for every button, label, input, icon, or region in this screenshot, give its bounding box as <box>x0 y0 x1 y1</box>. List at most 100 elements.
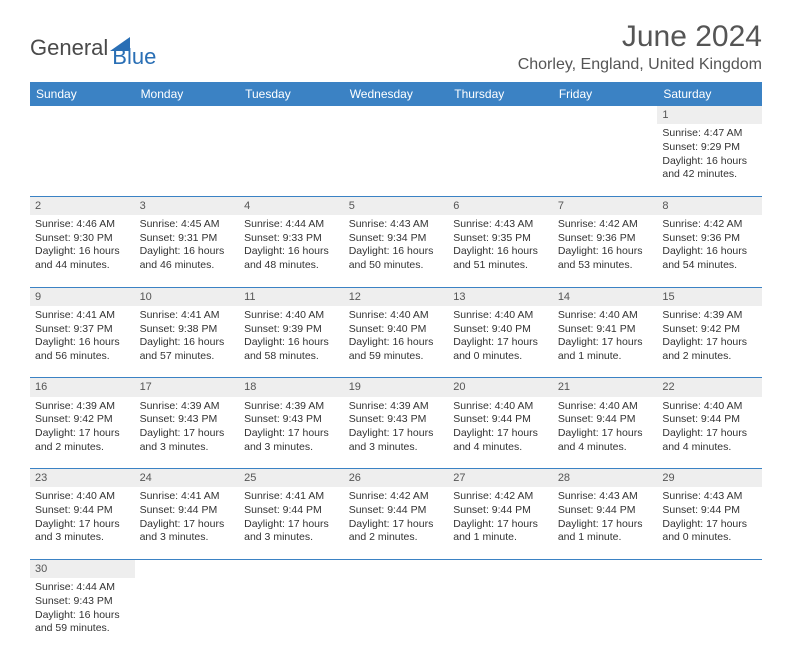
day-number-cell: 11 <box>239 287 344 306</box>
day-number-row: 30 <box>30 559 762 578</box>
daylight-text: Daylight: 17 hours <box>453 427 548 441</box>
day-number-row: 9101112131415 <box>30 287 762 306</box>
daylight-text: Daylight: 16 hours <box>349 336 444 350</box>
day-cell <box>553 124 658 196</box>
daylight-text: and 3 minutes. <box>349 441 444 455</box>
sunset-text: Sunset: 9:44 PM <box>453 413 548 427</box>
daylight-text: Daylight: 16 hours <box>140 245 235 259</box>
day-cell: Sunrise: 4:39 AMSunset: 9:42 PMDaylight:… <box>657 306 762 378</box>
sunrise-text: Sunrise: 4:41 AM <box>140 309 235 323</box>
day-cell: Sunrise: 4:42 AMSunset: 9:36 PMDaylight:… <box>553 215 658 287</box>
daylight-text: Daylight: 17 hours <box>662 518 757 532</box>
day-number-row: 23242526272829 <box>30 469 762 488</box>
sunrise-text: Sunrise: 4:43 AM <box>349 218 444 232</box>
day-cell: Sunrise: 4:39 AMSunset: 9:42 PMDaylight:… <box>30 397 135 469</box>
sunset-text: Sunset: 9:44 PM <box>244 504 339 518</box>
day-number-cell: 16 <box>30 378 135 397</box>
day-cell: Sunrise: 4:40 AMSunset: 9:40 PMDaylight:… <box>344 306 449 378</box>
sunrise-text: Sunrise: 4:39 AM <box>244 400 339 414</box>
day-cell <box>553 578 658 650</box>
sunrise-text: Sunrise: 4:42 AM <box>558 218 653 232</box>
sunset-text: Sunset: 9:38 PM <box>140 323 235 337</box>
day-number-row: 1 <box>30 106 762 124</box>
daylight-text: Daylight: 16 hours <box>244 336 339 350</box>
day-number-cell: 30 <box>30 559 135 578</box>
daylight-text: and 3 minutes. <box>244 531 339 545</box>
sunset-text: Sunset: 9:43 PM <box>35 595 130 609</box>
weekday-header: Saturday <box>657 82 762 106</box>
header: General Blue June 2024 Chorley, England,… <box>30 20 762 74</box>
sunrise-text: Sunrise: 4:41 AM <box>244 490 339 504</box>
day-number-row: 2345678 <box>30 196 762 215</box>
day-cell <box>30 124 135 196</box>
day-number-cell <box>344 106 449 124</box>
day-cell: Sunrise: 4:41 AMSunset: 9:37 PMDaylight:… <box>30 306 135 378</box>
day-number-cell: 15 <box>657 287 762 306</box>
sunset-text: Sunset: 9:44 PM <box>558 504 653 518</box>
day-number-cell <box>448 106 553 124</box>
day-number-cell <box>657 559 762 578</box>
sunrise-text: Sunrise: 4:43 AM <box>662 490 757 504</box>
daylight-text: and 58 minutes. <box>244 350 339 364</box>
day-cell: Sunrise: 4:43 AMSunset: 9:34 PMDaylight:… <box>344 215 449 287</box>
daylight-text: Daylight: 17 hours <box>349 518 444 532</box>
day-number-cell: 14 <box>553 287 658 306</box>
day-number-cell <box>344 559 449 578</box>
day-number-cell: 23 <box>30 469 135 488</box>
day-cell <box>344 578 449 650</box>
day-number-cell: 1 <box>657 106 762 124</box>
sunrise-text: Sunrise: 4:40 AM <box>244 309 339 323</box>
daylight-text: and 4 minutes. <box>453 441 548 455</box>
daylight-text: and 4 minutes. <box>558 441 653 455</box>
daylight-text: and 3 minutes. <box>140 441 235 455</box>
day-number-cell: 24 <box>135 469 240 488</box>
daylight-text: Daylight: 16 hours <box>558 245 653 259</box>
sunset-text: Sunset: 9:33 PM <box>244 232 339 246</box>
day-cell: Sunrise: 4:43 AMSunset: 9:44 PMDaylight:… <box>657 487 762 559</box>
daylight-text: and 56 minutes. <box>35 350 130 364</box>
day-number-cell: 17 <box>135 378 240 397</box>
sunrise-text: Sunrise: 4:40 AM <box>662 400 757 414</box>
daylight-text: and 4 minutes. <box>662 441 757 455</box>
weekday-header: Thursday <box>448 82 553 106</box>
sunset-text: Sunset: 9:29 PM <box>662 141 757 155</box>
sunrise-text: Sunrise: 4:40 AM <box>35 490 130 504</box>
day-number-cell <box>30 106 135 124</box>
day-number-cell: 6 <box>448 196 553 215</box>
daylight-text: Daylight: 17 hours <box>244 427 339 441</box>
sunset-text: Sunset: 9:36 PM <box>558 232 653 246</box>
daylight-text: and 1 minute. <box>558 350 653 364</box>
daylight-text: Daylight: 17 hours <box>662 427 757 441</box>
location: Chorley, England, United Kingdom <box>518 56 762 74</box>
day-number-cell: 26 <box>344 469 449 488</box>
daylight-text: and 54 minutes. <box>662 259 757 273</box>
day-number-cell: 5 <box>344 196 449 215</box>
daylight-text: and 51 minutes. <box>453 259 548 273</box>
week-row: Sunrise: 4:39 AMSunset: 9:42 PMDaylight:… <box>30 397 762 469</box>
day-cell: Sunrise: 4:46 AMSunset: 9:30 PMDaylight:… <box>30 215 135 287</box>
day-cell: Sunrise: 4:40 AMSunset: 9:39 PMDaylight:… <box>239 306 344 378</box>
week-row: Sunrise: 4:41 AMSunset: 9:37 PMDaylight:… <box>30 306 762 378</box>
sunrise-text: Sunrise: 4:45 AM <box>140 218 235 232</box>
sunrise-text: Sunrise: 4:40 AM <box>349 309 444 323</box>
sunrise-text: Sunrise: 4:47 AM <box>662 127 757 141</box>
daylight-text: and 50 minutes. <box>349 259 444 273</box>
daylight-text: and 3 minutes. <box>35 531 130 545</box>
day-number-cell <box>239 559 344 578</box>
sunrise-text: Sunrise: 4:39 AM <box>140 400 235 414</box>
sunset-text: Sunset: 9:44 PM <box>349 504 444 518</box>
day-cell: Sunrise: 4:40 AMSunset: 9:40 PMDaylight:… <box>448 306 553 378</box>
day-cell: Sunrise: 4:39 AMSunset: 9:43 PMDaylight:… <box>239 397 344 469</box>
daylight-text: and 0 minutes. <box>453 350 548 364</box>
daylight-text: Daylight: 16 hours <box>662 245 757 259</box>
week-row: Sunrise: 4:40 AMSunset: 9:44 PMDaylight:… <box>30 487 762 559</box>
daylight-text: Daylight: 17 hours <box>453 336 548 350</box>
sunrise-text: Sunrise: 4:42 AM <box>453 490 548 504</box>
sunset-text: Sunset: 9:36 PM <box>662 232 757 246</box>
sunset-text: Sunset: 9:40 PM <box>453 323 548 337</box>
day-cell: Sunrise: 4:40 AMSunset: 9:44 PMDaylight:… <box>30 487 135 559</box>
daylight-text: and 3 minutes. <box>244 441 339 455</box>
sunset-text: Sunset: 9:44 PM <box>662 413 757 427</box>
sunset-text: Sunset: 9:30 PM <box>35 232 130 246</box>
day-number-cell: 28 <box>553 469 658 488</box>
